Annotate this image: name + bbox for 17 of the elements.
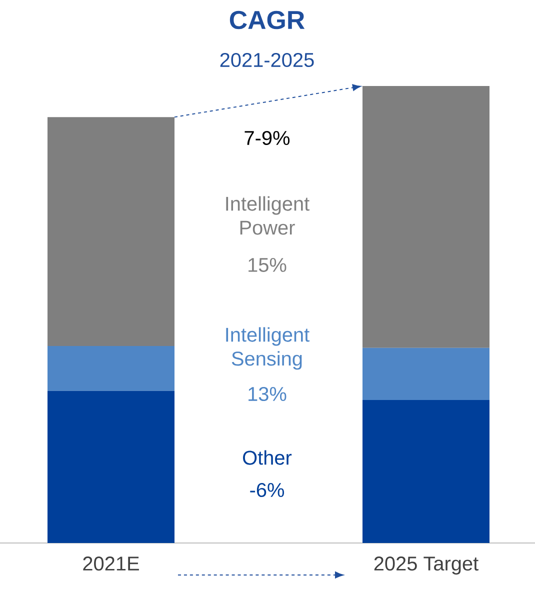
x-tick-label: 2021E xyxy=(83,556,139,571)
bar xyxy=(362,348,490,400)
x-tick-label: 2025 Target xyxy=(374,556,478,575)
bar xyxy=(362,86,490,348)
bar xyxy=(362,400,490,543)
chart-subtitle: 2021-2025 xyxy=(220,52,314,68)
annotation: 15% xyxy=(248,258,286,272)
text: Intelligent Sensing xyxy=(226,327,310,370)
bar xyxy=(48,390,174,543)
bar xyxy=(48,117,174,346)
annotation: 13% xyxy=(248,386,286,402)
annotation: 7-9% xyxy=(244,130,290,146)
text: Other xyxy=(243,450,292,465)
bar xyxy=(48,346,174,391)
chart-title: CAGR xyxy=(230,10,305,30)
annotation: -6% xyxy=(250,482,284,498)
text: Intelligent Power xyxy=(226,196,310,235)
